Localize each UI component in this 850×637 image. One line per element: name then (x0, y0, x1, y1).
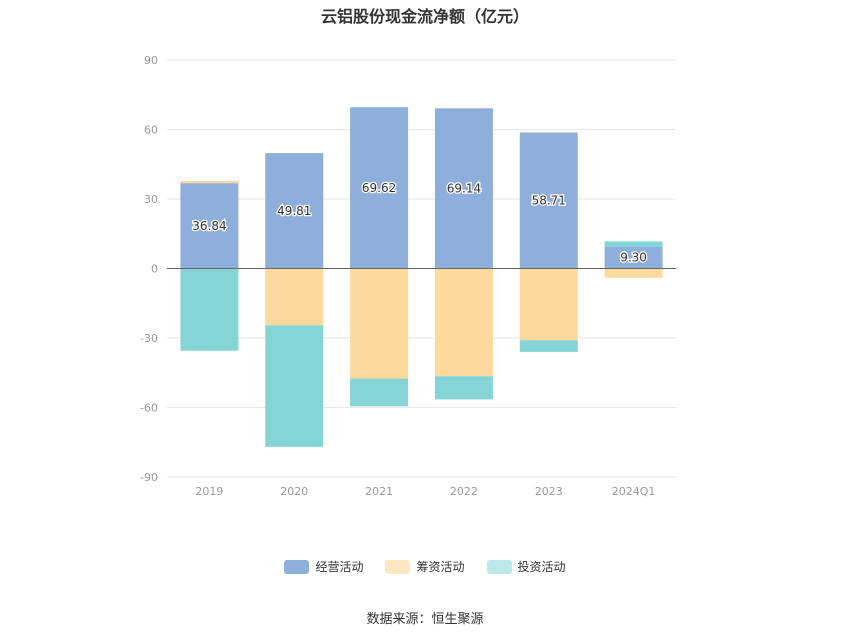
chart-title: 云铝股份现金流净额（亿元） (320, 7, 529, 26)
y-tick-label: -30 (140, 332, 158, 345)
bar-investing (604, 241, 663, 247)
y-tick-label: 30 (144, 193, 158, 206)
x-tick-labels: 2019 2020 2021 2022 2023 2024Q1 (195, 485, 655, 498)
data-label: 58.71 (532, 193, 566, 207)
bar-investing (350, 378, 409, 407)
grid-lines (167, 59, 676, 478)
bar-investing (265, 325, 324, 447)
y-tick-label: 90 (144, 54, 158, 67)
legend-label-investing: 投资活动 (517, 560, 566, 574)
y-tick-label: -90 (140, 471, 158, 484)
x-tick-label: 2022 (450, 485, 478, 498)
data-label: 49.81 (277, 204, 311, 218)
bar-operating (604, 246, 663, 269)
legend-item-financing[interactable]: 筹资活动 (385, 558, 465, 575)
bar-operating (265, 153, 324, 269)
bar-operating (350, 107, 409, 269)
x-tick-label: 2020 (280, 485, 308, 498)
legend-swatch-operating (284, 559, 310, 574)
data-labels: 36.84 49.81 69.62 69.14 58.71 9.30 (191, 180, 648, 266)
y-tick-label: 0 (151, 263, 158, 276)
bar-operating (434, 108, 493, 269)
legend-item-investing[interactable]: 投资活动 (486, 558, 566, 575)
bar-financing (434, 268, 493, 377)
bar-investing (519, 340, 578, 352)
legend-item-operating[interactable]: 经营活动 (284, 558, 363, 575)
x-tick-label: 2024Q1 (612, 485, 656, 498)
bar-chart: 90 60 30 0 -30 -60 -90 2019 2020 2021 2022 2023 202… (140, 54, 676, 498)
x-tick-label: 2023 (535, 485, 563, 498)
legend-swatch-investing (486, 559, 512, 574)
x-tick-label: 2021 (365, 485, 393, 498)
bar-operating (180, 183, 239, 269)
legend-label-operating: 经营活动 (315, 560, 364, 574)
x-tick-label: 2019 (195, 485, 223, 498)
legend-swatch-financing (385, 559, 411, 574)
data-label: 36.84 (192, 219, 226, 233)
bar-financing (180, 180, 239, 184)
bars (180, 107, 663, 447)
source-note: 数据来源：恒生聚源 (366, 612, 484, 627)
bar-financing (519, 268, 578, 341)
data-label: 69.62 (362, 181, 396, 195)
bar-investing (180, 268, 239, 351)
y-tick-label: -60 (140, 402, 158, 415)
bar-financing (604, 268, 663, 278)
legend: 经营活动 筹资活动 投资活动 (0, 558, 850, 575)
legend-label-financing: 筹资活动 (416, 560, 465, 574)
y-tick-label: 60 (144, 124, 158, 137)
data-label: 69.14 (447, 181, 481, 195)
bar-investing (434, 376, 493, 400)
bar-financing (265, 268, 324, 326)
y-tick-labels: 90 60 30 0 -30 -60 -90 (140, 54, 158, 484)
data-label: 9.30 (620, 251, 647, 265)
bar-financing (350, 268, 409, 379)
bar-operating (519, 132, 578, 269)
